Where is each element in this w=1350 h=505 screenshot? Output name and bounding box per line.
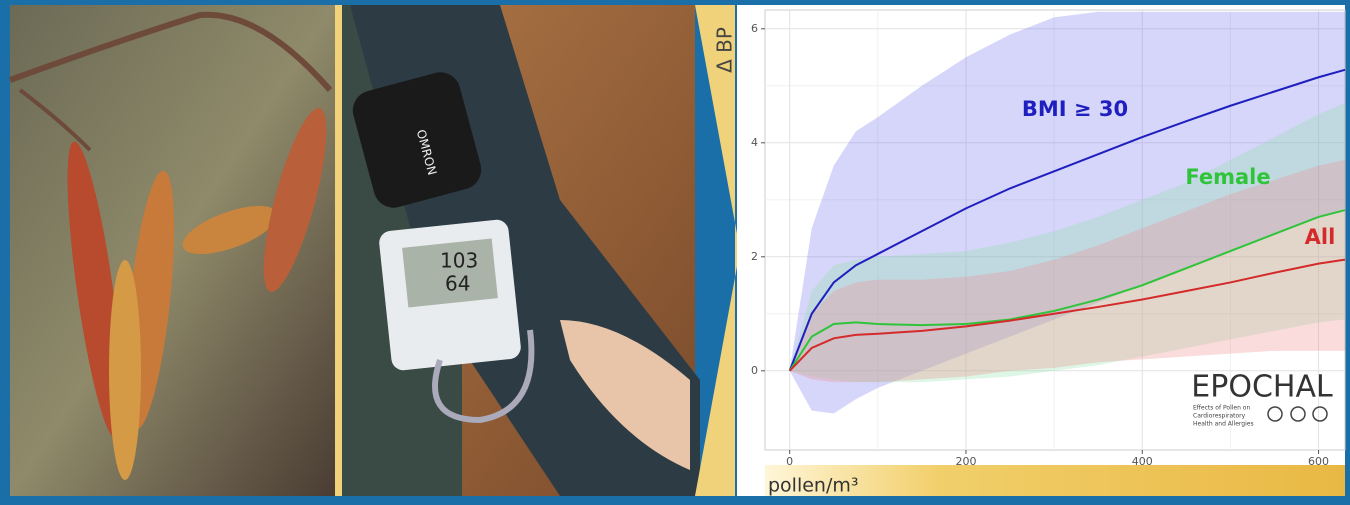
logo-subtitle: Health and Allergies (1193, 421, 1254, 428)
x-tick-label: 0 (786, 455, 793, 468)
catkin-photo (10, 5, 339, 496)
blood-pressure-photo: OMRON 103 64 (342, 5, 700, 496)
monitor-systolic: 103 (440, 249, 478, 273)
y-axis-label: Δ BP (713, 27, 737, 73)
page: OMRON 103 64 Δ BP pollen/m³ 0 200 400 600 0 2… (0, 0, 1350, 501)
y-tick-label: 2 (751, 250, 758, 263)
logo-title: EPOCHAL (1191, 370, 1333, 405)
y-tick-label: 0 (751, 364, 758, 377)
series-label: BMI ≥ 30 (1022, 97, 1128, 121)
x-tick-label: 600 (1308, 455, 1329, 468)
series-label: Female (1185, 165, 1270, 189)
x-axis-label: pollen/m³ (768, 475, 859, 497)
logo-subtitle: Cardiorespiratory (1193, 413, 1246, 420)
x-tick-label: 400 (1132, 455, 1153, 468)
monitor-diastolic: 64 (445, 272, 470, 296)
x-tick-label: 200 (955, 455, 976, 468)
logo-subtitle: Effects of Pollen on (1193, 405, 1250, 412)
y-tick-label: 4 (751, 136, 758, 149)
y-tick-label: 6 (751, 22, 758, 35)
series-label: All (1305, 225, 1336, 249)
